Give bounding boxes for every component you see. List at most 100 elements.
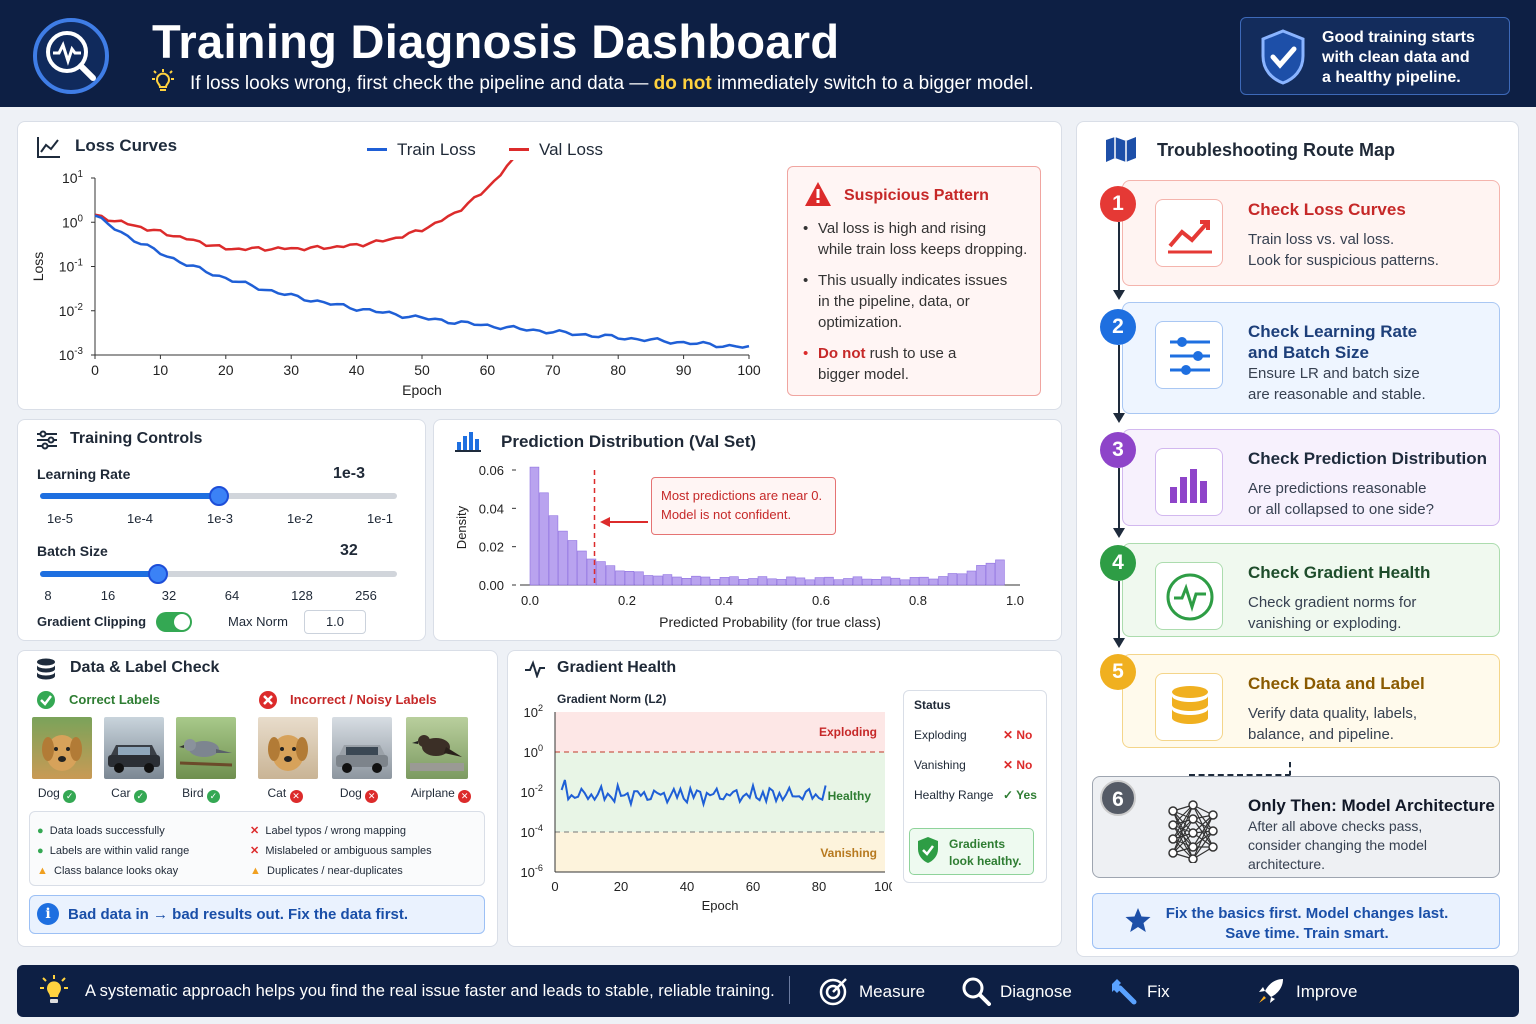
status-exploding-label: Exploding [914, 728, 967, 742]
x-tick-label: 60 [480, 362, 496, 378]
step-description: Are predictions reasonable or all collaps… [1248, 478, 1434, 520]
wrench-icon [1108, 976, 1138, 1011]
tick-label: 100 [62, 213, 84, 230]
route-step-3[interactable]: Check Prediction Distribution Are predict… [1122, 429, 1500, 526]
histogram-bar [985, 562, 996, 586]
step-title-line: Check Data and Label [1248, 674, 1425, 693]
y-tick-label: 0.02 [479, 540, 504, 555]
healthy-zone [555, 752, 885, 832]
exploding-zone [555, 712, 885, 752]
pred-title: Prediction Distribution (Val Set) [501, 432, 757, 451]
bird-mislabeled-airplane-thumbnail [406, 717, 468, 779]
histogram-bar [767, 578, 777, 586]
bullet-text: bigger model. [818, 366, 909, 383]
check-circle-icon: ✓ [206, 790, 220, 803]
x-circle-icon [258, 690, 278, 715]
bullet-text: optimization. [818, 314, 903, 331]
checklist-text: Class balance looks okay [54, 865, 179, 877]
route-step-5[interactable]: Check Data and Label Verify data quality,… [1122, 654, 1500, 748]
step-desc-line: architecture. [1248, 856, 1326, 872]
bullet-text: while train loss keeps dropping. [818, 241, 1028, 258]
bar-chart-icon [455, 430, 481, 457]
x-axis-label: Epoch [702, 898, 739, 913]
incorrect-caption: Cat ✕ [245, 786, 325, 803]
route-arrowhead [1113, 413, 1125, 423]
vanishing-zone [555, 832, 885, 872]
gradient-clipping-toggle[interactable] [156, 612, 192, 632]
histogram-bar [577, 550, 587, 586]
step-title-line: Only Then: Model Architecture [1248, 796, 1495, 815]
histogram-bar [548, 515, 559, 586]
correct-caption: Dog ✓ [22, 786, 92, 803]
step-description: Check gradient norms for vanishing or exp… [1248, 592, 1416, 634]
incorrect-caption: Airplane ✕ [401, 786, 481, 803]
data-info-text: Bad data in → bad results out. Fix the d… [68, 906, 409, 923]
final-advice-box [1092, 893, 1500, 949]
check-circle-icon [36, 690, 56, 715]
step-desc-line: After all above checks pass, [1248, 818, 1423, 834]
status-exploding-value: ✕ No [1003, 728, 1033, 742]
target-icon [819, 976, 849, 1011]
lr-tick-label: 1e-5 [46, 511, 74, 526]
route-step-2[interactable]: Check Learning Rate and Batch Size Ensure … [1122, 302, 1500, 414]
batch-size-slider-handle[interactable] [147, 564, 168, 584]
tick-label: 10-2 [520, 783, 543, 800]
route-step-4[interactable]: Check Gradient Health Check gradient norm… [1122, 543, 1500, 637]
histogram-bar [643, 575, 654, 586]
route-arrowhead [1113, 638, 1125, 648]
pulse-icon [524, 660, 546, 683]
tip-line: Good training starts [1322, 29, 1475, 46]
lr-slider-handle[interactable] [208, 486, 229, 506]
badge-line: look healthy. [949, 854, 1022, 868]
final-line: Save time. Train smart. [1225, 925, 1389, 942]
caption-text: Cat [267, 786, 290, 800]
check-icon: ● [37, 825, 44, 837]
exploding-zone-label: Exploding [819, 725, 877, 739]
step-title: Check Prediction Distribution [1248, 448, 1487, 469]
x-tick-label: 40 [680, 879, 694, 894]
prediction-histogram: 0.06 0.04 0.02 0.00 0.0 0.2 0.4 0.6 0.8 1.0 Predic… [454, 463, 1024, 630]
gradient-chart: 102 100 10-2 10-4 10-6 0 20 40 60 80 100 Epoch Explo… [520, 703, 892, 913]
status-title: Status [914, 698, 951, 712]
val-loss-line [94, 160, 514, 252]
search-icon [961, 976, 991, 1011]
footer-improve: Improve [1296, 982, 1358, 1001]
batch-size-slider-track[interactable] [40, 571, 397, 577]
checklist-text: Data loads successfully [49, 825, 165, 837]
lr-tick-label: 1e-4 [126, 511, 154, 526]
step-title: Only Then: Model Architecture [1248, 795, 1495, 816]
step-title-line: and Batch Size [1248, 343, 1369, 362]
caption-text: Car [111, 786, 134, 800]
x-tick-label: 90 [676, 362, 692, 378]
route-step-1[interactable]: Check Loss Curves Train loss vs. val loss… [1122, 180, 1500, 286]
histogram-bar [776, 579, 787, 586]
histogram-bar [947, 573, 958, 586]
x-tick-label: 50 [414, 362, 430, 378]
histogram-bar [653, 575, 663, 586]
max-norm-input[interactable]: 1.0 [304, 610, 366, 634]
x-tick-label: 1.0 [1006, 593, 1024, 608]
sliders-icon [1155, 321, 1223, 389]
shield-check-icon [916, 836, 940, 869]
correct-labels-title: Correct Labels [69, 692, 161, 707]
lr-tick-label: 1e-2 [286, 511, 314, 526]
step-desc-line: Verify data quality, labels, [1248, 705, 1417, 722]
checklist-text: Label typos / wrong mapping [265, 825, 406, 837]
bullet-text: in the pipeline, data, or [818, 293, 970, 310]
step-desc-line: or all collapsed to one side? [1248, 501, 1434, 518]
line-chart-icon [36, 135, 62, 164]
route-step-6[interactable]: Only Then: Model Architecture After all a… [1092, 776, 1500, 878]
histogram-bar [957, 573, 967, 586]
checklist-item: ● Data loads successfully [37, 821, 189, 841]
y-tick-label: 0.04 [479, 501, 504, 516]
histogram-bar [890, 577, 901, 586]
step-title-line: Check Learning Rate [1248, 322, 1418, 341]
lr-tick-label: 1e-1 [366, 511, 394, 526]
tick-label: 10-2 [59, 302, 83, 319]
lightbulb-icon [148, 67, 178, 97]
histogram-bar [596, 561, 606, 586]
histogram-bar [909, 577, 920, 586]
histogram-bar [900, 579, 910, 586]
x-axis-label: Epoch [402, 382, 442, 398]
histogram-bar [691, 575, 701, 586]
